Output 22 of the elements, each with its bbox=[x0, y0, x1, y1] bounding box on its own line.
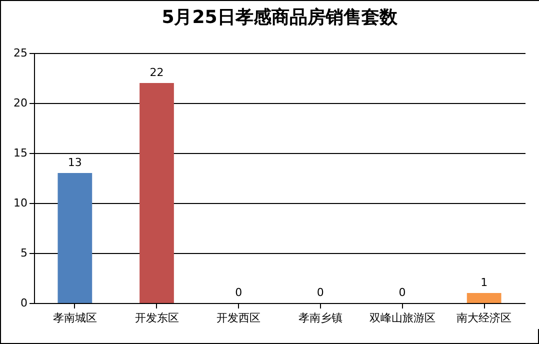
y-tick-label: 5 bbox=[20, 246, 28, 260]
y-tick-label: 10 bbox=[14, 196, 28, 210]
x-tick-label: 开发西区 bbox=[216, 312, 261, 324]
chart-title: 5月25日孝感商品房销售套数 bbox=[162, 7, 398, 28]
data-label: 0 bbox=[316, 286, 324, 299]
bar bbox=[58, 173, 92, 303]
x-tick-label: 孝南城区 bbox=[52, 312, 97, 324]
y-tick-label: 20 bbox=[14, 96, 28, 110]
x-tick-label: 孝南乡镇 bbox=[298, 312, 342, 324]
y-tick-label: 0 bbox=[20, 296, 28, 310]
bar bbox=[140, 83, 174, 303]
x-tick-label: 南大经济区 bbox=[456, 312, 512, 324]
bar bbox=[466, 293, 502, 303]
x-tick-label: 开发东区 bbox=[134, 312, 179, 324]
data-label: 13 bbox=[68, 156, 82, 169]
y-tick-label: 15 bbox=[14, 146, 28, 160]
data-label: 22 bbox=[150, 66, 164, 79]
x-tick-label: 双峰山旅游区 bbox=[369, 312, 436, 324]
data-label: 0 bbox=[235, 286, 242, 299]
y-tick-label: 25 bbox=[14, 46, 28, 60]
data-label: 1 bbox=[480, 276, 488, 289]
data-label: 0 bbox=[398, 286, 406, 299]
